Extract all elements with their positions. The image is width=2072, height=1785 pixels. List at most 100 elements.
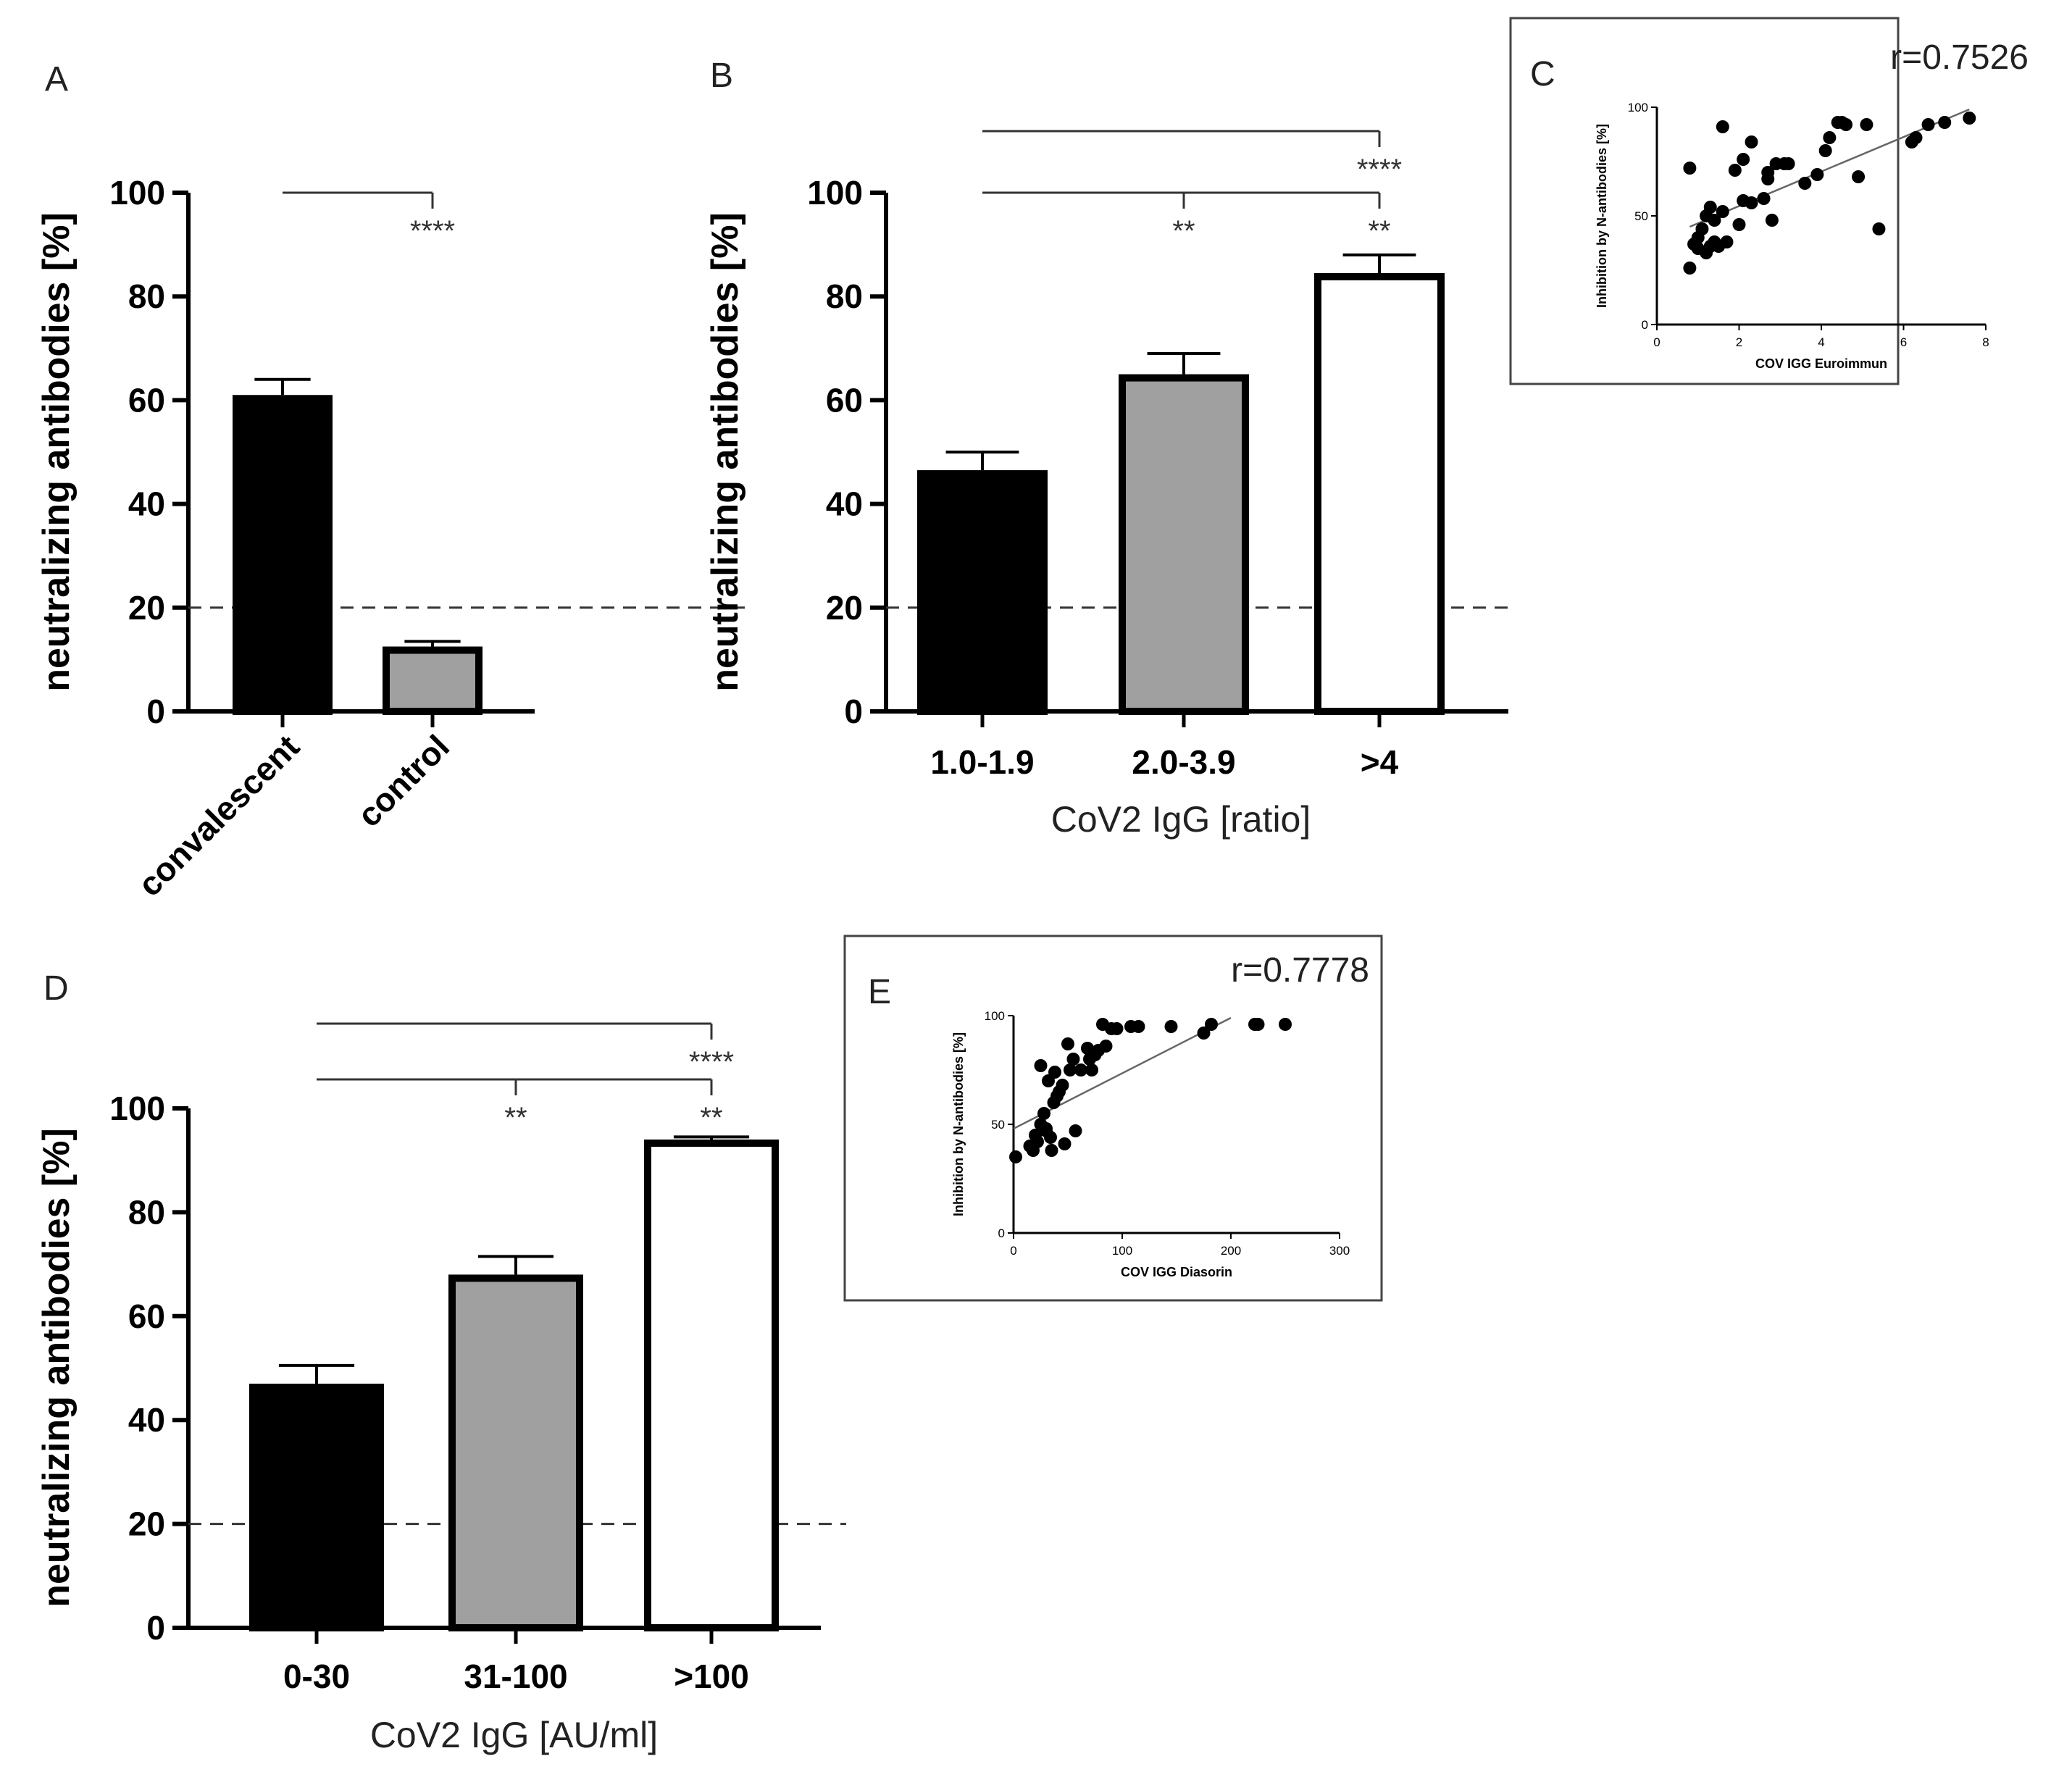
panel-letter-B: B: [710, 57, 733, 95]
inset-frame-E: [843, 935, 1383, 1302]
category-label-D: >100: [674, 1658, 749, 1695]
data-point-C: [1938, 116, 1952, 129]
panel-letter-E: E: [868, 973, 891, 1011]
data-point-C: [1745, 135, 1758, 149]
data-point-E: [1066, 1053, 1080, 1066]
bar-D-2: [644, 1140, 779, 1631]
bar-B-0: [917, 470, 1048, 715]
category-label-D: 31-100: [464, 1658, 567, 1695]
x-tick-label-C: 2: [1736, 335, 1742, 349]
correlation-label-C: r=0.7526: [1890, 38, 2029, 77]
data-point-E: [1110, 1022, 1124, 1035]
y-tick-label-B: 80: [826, 277, 863, 315]
y-tick-label-E: 100: [985, 1009, 1005, 1023]
data-point-E: [1279, 1018, 1292, 1031]
data-point-E: [1251, 1018, 1265, 1031]
data-point-C: [1708, 214, 1721, 227]
data-point-C: [1810, 168, 1824, 181]
significance-label-D: **: [700, 1102, 722, 1134]
bar-D-1: [448, 1274, 583, 1631]
y-tick-label-A: 40: [128, 485, 165, 523]
data-point-E: [1074, 1063, 1087, 1077]
x-axis-label-E: COV IGG Diasorin: [1121, 1265, 1232, 1279]
data-point-C: [1757, 192, 1771, 205]
y-tick-label-A: 60: [128, 381, 165, 419]
y-axis-label-D: neutralizing antibodies [%]: [35, 1128, 78, 1608]
bar-B-1: [1119, 374, 1249, 715]
x-tick-label-C: 4: [1818, 335, 1824, 349]
data-point-C: [1761, 166, 1775, 179]
y-tick-label-E: 0: [998, 1226, 1005, 1240]
y-axis-label-E: Inhibition by N-antibodies [%]: [951, 1032, 966, 1216]
data-point-E: [1009, 1150, 1022, 1163]
y-tick-label-D: 0: [146, 1609, 165, 1647]
data-point-C: [1798, 177, 1812, 190]
data-point-E: [1034, 1059, 1048, 1072]
data-point-E: [1064, 1063, 1077, 1077]
y-tick-label-D: 60: [128, 1297, 165, 1335]
data-point-C: [1852, 170, 1866, 183]
data-point-C: [1703, 201, 1717, 214]
data-point-E: [1164, 1020, 1178, 1033]
panel-letter-C: C: [1530, 55, 1555, 93]
y-tick-label-A: 80: [128, 277, 165, 315]
y-tick-label-B: 20: [826, 589, 863, 627]
data-point-C: [1781, 157, 1795, 170]
data-point-E: [1044, 1131, 1057, 1144]
data-point-E: [1031, 1135, 1044, 1148]
y-tick-label-B: 40: [826, 485, 863, 523]
category-label-D: 0-30: [283, 1658, 350, 1695]
significance-label-A: ****: [410, 215, 455, 247]
data-point-E: [1205, 1018, 1218, 1031]
y-tick-label-C: 50: [1634, 209, 1648, 223]
data-point-E: [1197, 1027, 1211, 1040]
y-tick-label-D: 100: [109, 1090, 165, 1127]
x-tick-label-C: 8: [1982, 335, 1989, 349]
y-tick-label-C: 0: [1642, 318, 1648, 332]
data-point-C: [1872, 222, 1886, 235]
bar-A-0: [233, 395, 333, 715]
x-axis-label-D: CoV2 IgG [AU/ml]: [370, 1715, 658, 1755]
y-tick-label-D: 80: [128, 1193, 165, 1231]
y-tick-label-C: 100: [1628, 101, 1648, 114]
y-tick-label-B: 100: [807, 174, 863, 212]
data-point-E: [1099, 1040, 1113, 1053]
data-point-C: [1818, 144, 1832, 157]
data-point-C: [1860, 118, 1873, 131]
data-point-E: [1037, 1107, 1050, 1120]
data-point-C: [1745, 196, 1758, 209]
significance-label-D: ****: [689, 1046, 734, 1078]
y-axis-label-B: neutralizing antibodies [%]: [704, 212, 746, 692]
data-point-C: [1921, 118, 1935, 131]
data-point-E: [1061, 1037, 1074, 1050]
significance-label-B: **: [1172, 215, 1195, 247]
x-axis-label-B: CoV2 IgG [ratio]: [1051, 799, 1311, 840]
x-axis-label-C: COV IGG Euroimmun: [1755, 356, 1887, 371]
significance-label-B: **: [1368, 215, 1390, 247]
data-point-C: [1732, 218, 1746, 231]
y-tick-label-E: 50: [991, 1118, 1005, 1132]
data-point-C: [1683, 162, 1697, 175]
correlation-label-E: r=0.7778: [1231, 951, 1369, 990]
inset-frame-C: [1509, 17, 1900, 385]
data-point-C: [1683, 262, 1697, 275]
y-tick-label-A: 0: [146, 693, 165, 730]
y-tick-label-A: 100: [109, 174, 165, 212]
category-label-B: 2.0-3.9: [1132, 743, 1235, 781]
data-point-C: [1909, 131, 1923, 144]
y-tick-label-D: 20: [128, 1505, 165, 1543]
data-point-E: [1045, 1144, 1058, 1157]
data-point-C: [1695, 222, 1709, 235]
regression-line-E: [1013, 1016, 1232, 1130]
category-label-B: >4: [1361, 743, 1399, 781]
x-tick-label-E: 100: [1112, 1244, 1132, 1258]
category-label-A: control: [350, 727, 456, 834]
x-tick-label-C: 0: [1653, 335, 1660, 349]
x-tick-label-E: 200: [1221, 1244, 1241, 1258]
y-axis-label-A: neutralizing antibodies [%]: [35, 212, 78, 692]
